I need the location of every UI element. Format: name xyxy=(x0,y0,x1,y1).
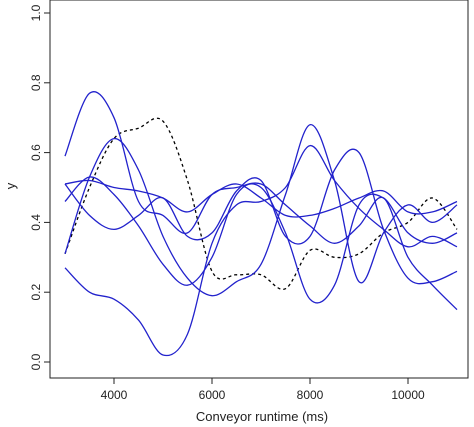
plot-frame xyxy=(49,0,469,379)
series-line-2 xyxy=(64,124,458,297)
x-axis: 4000 6000 8000 10000 xyxy=(101,377,425,402)
series-line-4 xyxy=(64,176,458,304)
x-tick-label: 10000 xyxy=(391,388,425,402)
y-tick-label: 0.2 xyxy=(29,284,43,301)
dashed-series-line xyxy=(64,117,458,291)
x-tick-label: 4000 xyxy=(101,388,128,402)
series-line-3 xyxy=(64,144,458,357)
y-tick-label: 0.6 xyxy=(29,144,43,161)
y-tick-label: 1.0 xyxy=(29,4,43,21)
series-layer xyxy=(64,91,458,357)
y-tick-label: 0.8 xyxy=(29,74,43,91)
x-axis-label: Conveyor runtime (ms) xyxy=(196,409,328,424)
y-tick-label: 0.0 xyxy=(29,353,43,370)
x-tick-label: 8000 xyxy=(297,388,324,402)
y-axis: 0.0 0.2 0.4 0.6 0.8 1.0 xyxy=(29,4,51,370)
x-tick-label: 6000 xyxy=(199,388,226,402)
series-line-1 xyxy=(64,91,458,311)
series-line-5 xyxy=(64,148,458,285)
series-line-6 xyxy=(64,179,458,218)
y-axis-label: y xyxy=(3,182,18,189)
y-tick-label: 0.4 xyxy=(29,214,43,231)
